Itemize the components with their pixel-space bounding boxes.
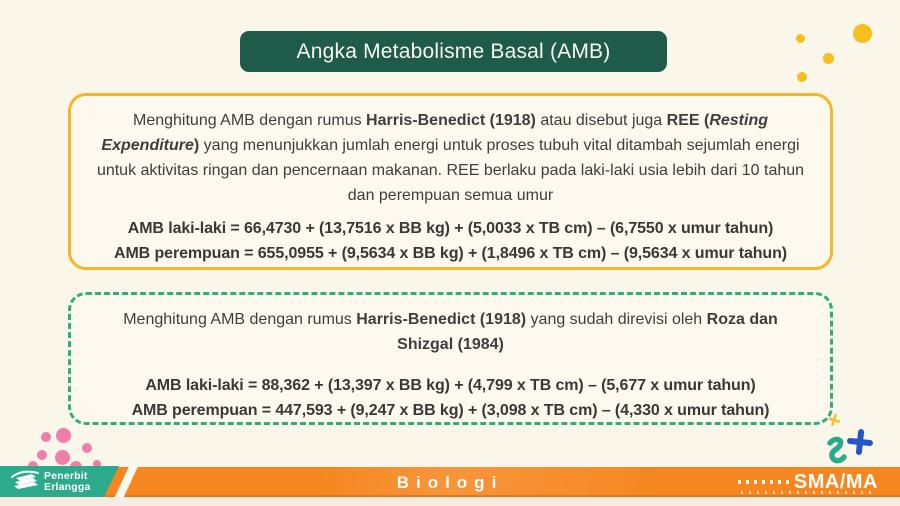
page-title: Angka Metabolisme Basal (AMB) — [240, 31, 667, 72]
small-plus-icon — [828, 414, 840, 426]
pink-dot — [56, 428, 71, 443]
squiggle-icon — [827, 436, 847, 464]
pink-dot — [37, 450, 47, 460]
pink-dot — [93, 460, 101, 468]
publisher-logo-block: Penerbit Erlangga — [0, 466, 119, 497]
footer-dots-row-small — [741, 491, 875, 494]
text-segment-bold: Roza dan Shizgal (1984) — [397, 311, 778, 353]
amb-revised-box: Menghitung AMB dengan rumus Harris-Bened… — [68, 292, 833, 425]
publisher-name-line2: Erlangga — [44, 480, 91, 493]
yellow-dot — [797, 72, 807, 82]
pink-dot — [55, 450, 70, 465]
text-segment: atau disebut juga — [535, 112, 667, 129]
text-segment: yang sudah direvisi oleh — [526, 311, 707, 328]
publisher-name-line1: Penerbit — [44, 470, 88, 482]
plus-icon — [847, 429, 873, 455]
yellow-dot — [853, 24, 872, 43]
amb-revised-description: Menghitung AMB dengan rumus Harris-Bened… — [95, 307, 806, 357]
pink-dot — [82, 443, 92, 453]
bottom-strip — [0, 497, 900, 506]
text-segment: Menghitung AMB dengan rumus — [133, 112, 367, 129]
footer-level-label: SMA/MA — [793, 471, 878, 493]
amb-ree-description: Menghitung AMB dengan rumus Harris-Bened… — [95, 108, 806, 208]
yellow-dot — [823, 53, 834, 64]
text-segment: yang menunjukkan jumlah energi untuk pro… — [96, 137, 805, 204]
footer-dots-row — [738, 480, 792, 484]
books-icon — [11, 470, 39, 489]
pink-dot — [41, 432, 51, 442]
formula-amb-female-1984: AMB perempuan = 447,593 + (9,247 x BB kg… — [131, 402, 770, 419]
formula-amb-male-1918: AMB laki-laki = 66,4730 + (13,7516 x BB … — [127, 220, 774, 237]
amb-harris-benedict-box: Menghitung AMB dengan rumus Harris-Bened… — [68, 93, 833, 270]
text-segment-bold-italic: Resting Expenditure — [101, 112, 768, 154]
yellow-dot — [796, 34, 805, 43]
footer-subject-label: Biologi — [396, 473, 504, 492]
text-segment-bold: Harris-Benedict (1918) — [366, 112, 536, 129]
text-segment-bold: REE ( — [666, 112, 710, 129]
formula-amb-male-1984: AMB laki-laki = 88,362 + (13,397 x BB kg… — [145, 377, 756, 394]
page-title-label: Angka Metabolisme Basal (AMB) — [296, 39, 611, 63]
text-segment: Menghitung AMB dengan rumus — [123, 311, 357, 328]
text-segment-bold: ) — [193, 137, 200, 154]
text-segment-bold: Harris-Benedict (1918) — [356, 311, 527, 328]
publisher-name: Penerbit Erlangga — [44, 471, 91, 492]
formula-amb-female-1918: AMB perempuan = 655,0955 + (9,5634 x BB … — [113, 245, 788, 262]
